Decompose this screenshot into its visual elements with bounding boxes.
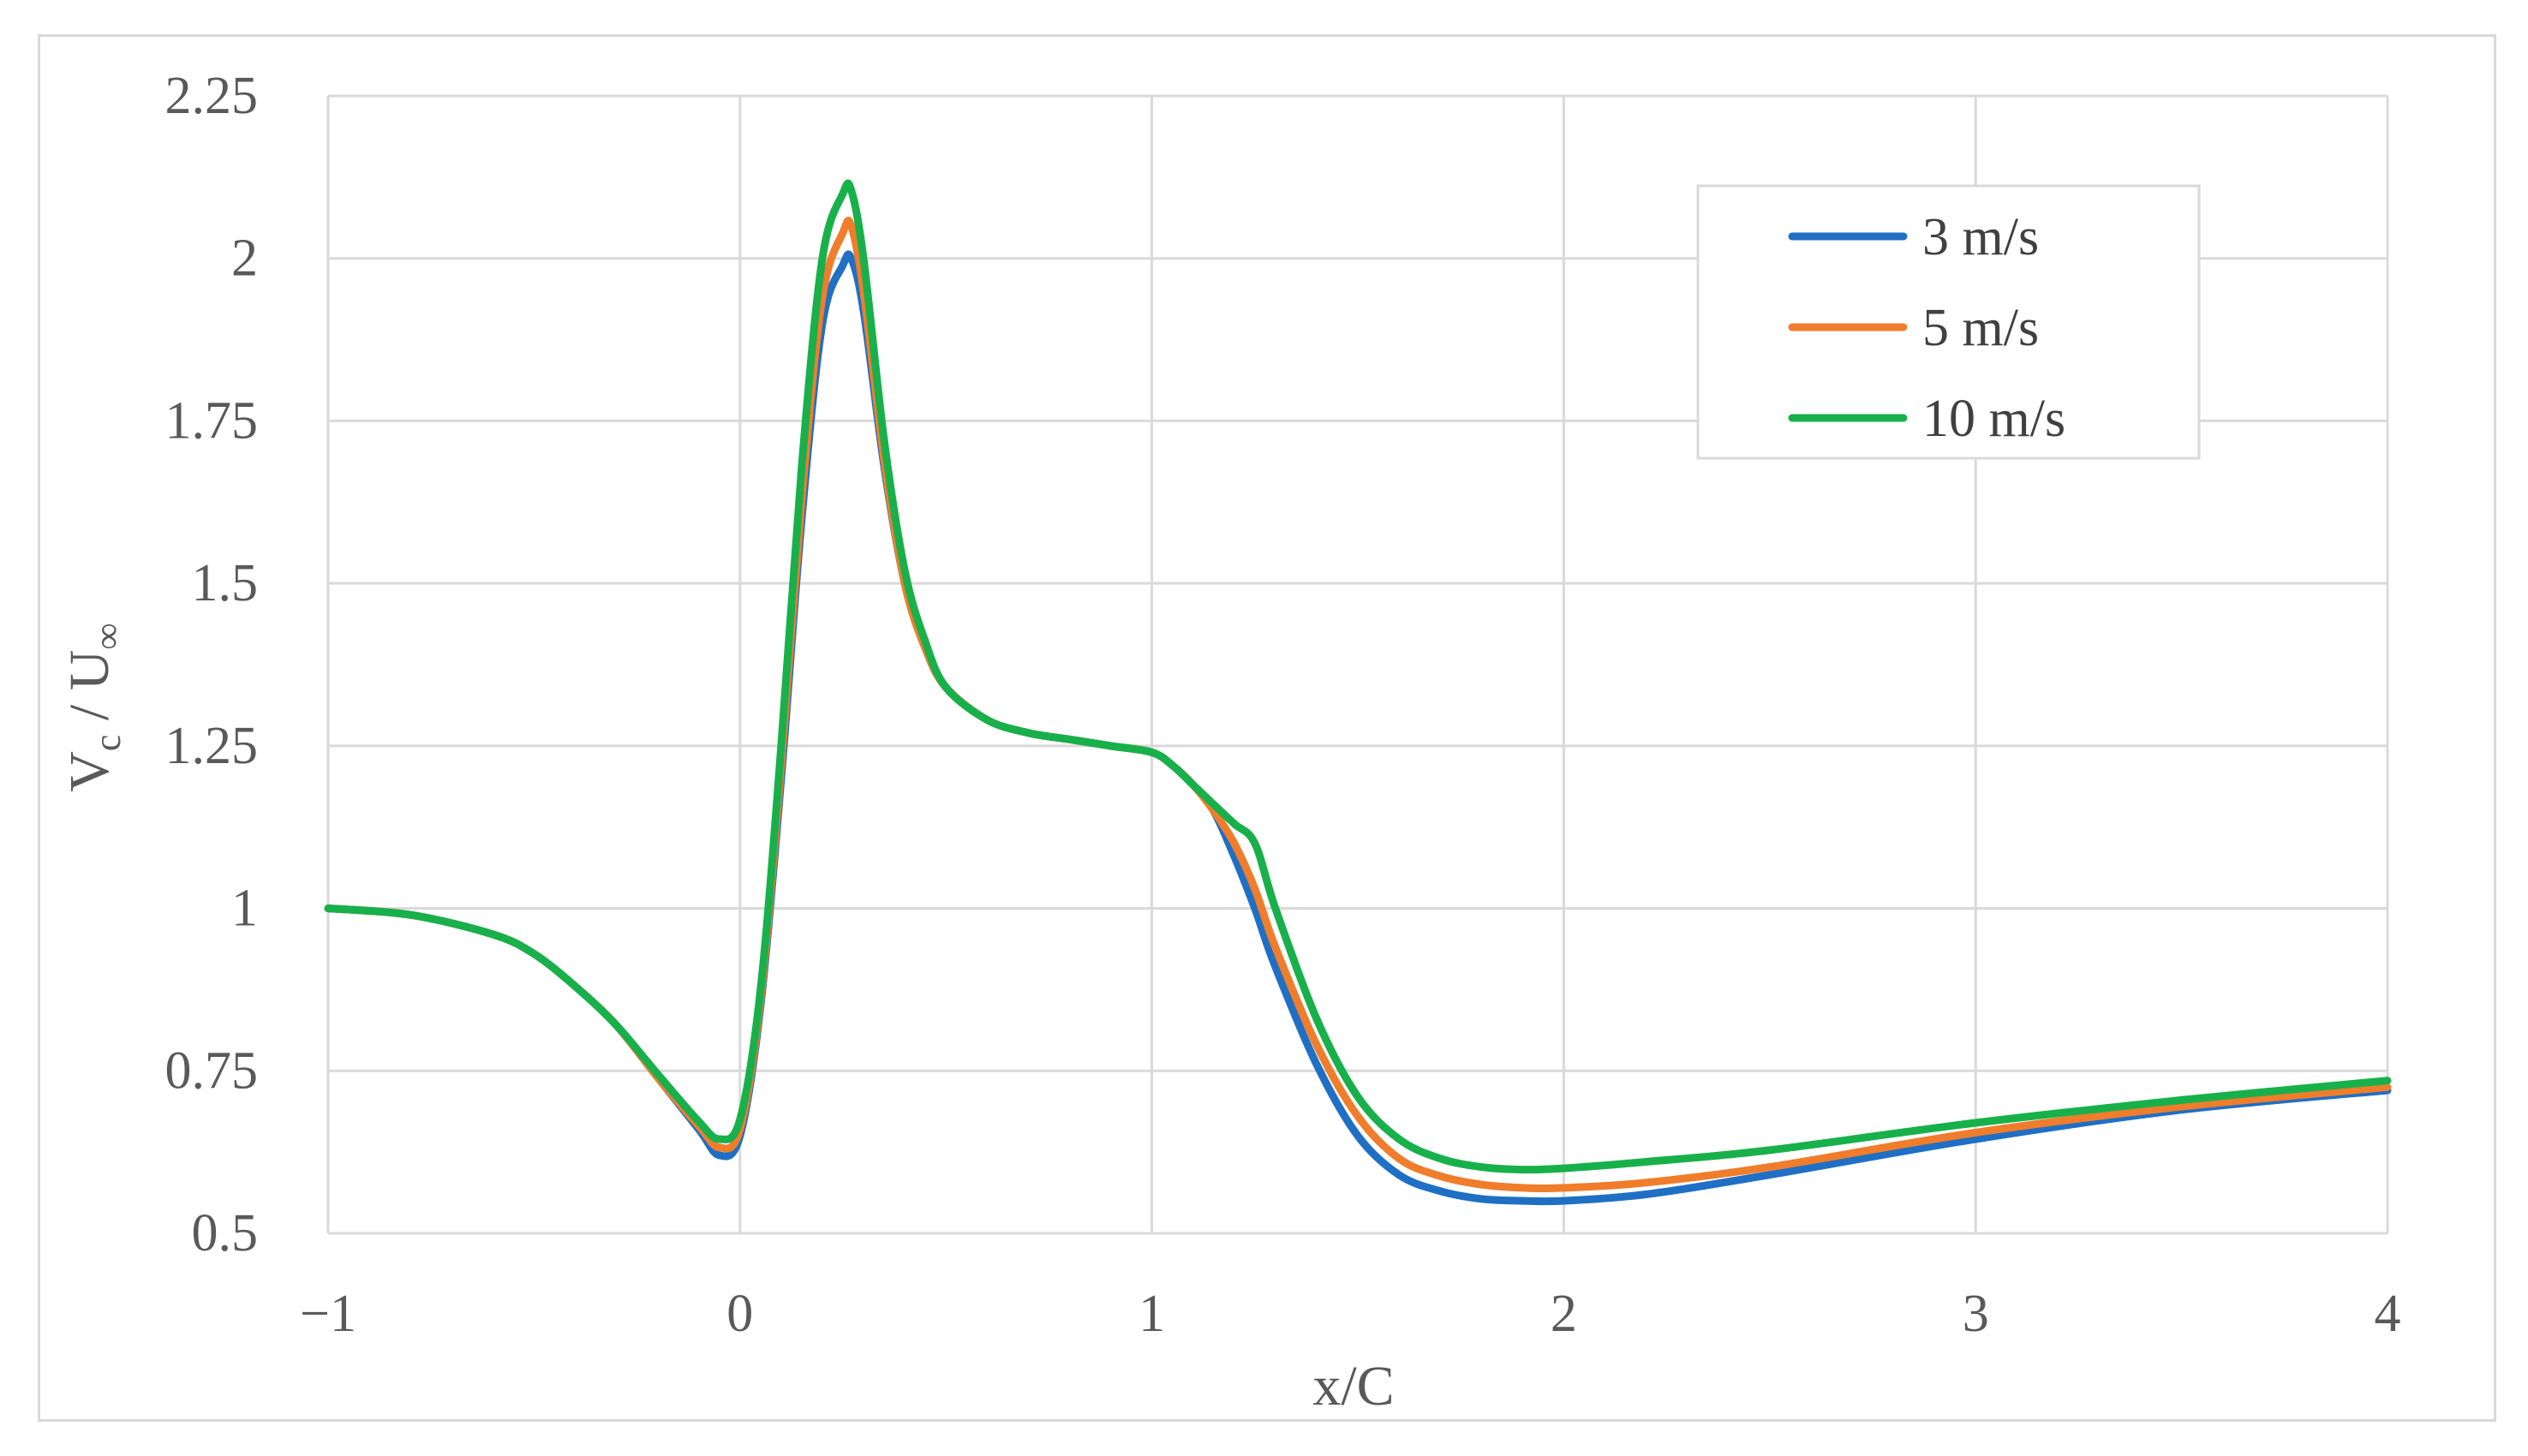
y-tick-labels: 0.5 0.75 1 1.25 1.5 1.75 2 2.25	[165, 67, 259, 1262]
legend: 3 m/s 5 m/s 10 m/s	[1696, 184, 2201, 460]
x-tick-label: 3	[1963, 1285, 1989, 1343]
y-axis-title-subscript: c	[87, 735, 128, 752]
y-axis-title: Vc / U∞	[58, 623, 128, 792]
x-tick-labels: −1 0 1 2 3 4	[300, 1285, 2400, 1343]
y-tick-label: 0.5	[192, 1204, 259, 1262]
x-tick-label: 2	[1551, 1285, 1577, 1343]
x-tick-label: 4	[2375, 1285, 2401, 1343]
y-axis-title-subscript-2: ∞	[87, 623, 128, 649]
y-tick-label: 0.75	[165, 1041, 259, 1100]
y-tick-label: 2.25	[165, 67, 259, 125]
y-tick-label: 2	[231, 230, 258, 288]
legend-label-10-m-s: 10 m/s	[1922, 390, 2065, 448]
y-axis-title-separator: / U	[58, 650, 121, 735]
series-line-10-m-s	[324, 179, 2392, 1174]
x-tick-label: 0	[726, 1285, 753, 1343]
y-tick-label: 1.75	[165, 391, 259, 450]
x-tick-label: −1	[300, 1285, 356, 1343]
y-tick-label: 1	[231, 880, 258, 938]
legend-label-3-m-s: 3 m/s	[1922, 208, 2039, 266]
x-axis-title: x/C	[1312, 1355, 1394, 1417]
y-tick-label: 1.5	[192, 554, 259, 612]
y-tick-label: 1.25	[165, 717, 259, 775]
x-tick-label: 1	[1138, 1285, 1165, 1343]
legend-label-5-m-s: 5 m/s	[1922, 299, 2039, 357]
legend-box	[1696, 184, 2201, 460]
y-axis-title-main: V	[58, 751, 121, 792]
series-lines	[324, 179, 2392, 1206]
